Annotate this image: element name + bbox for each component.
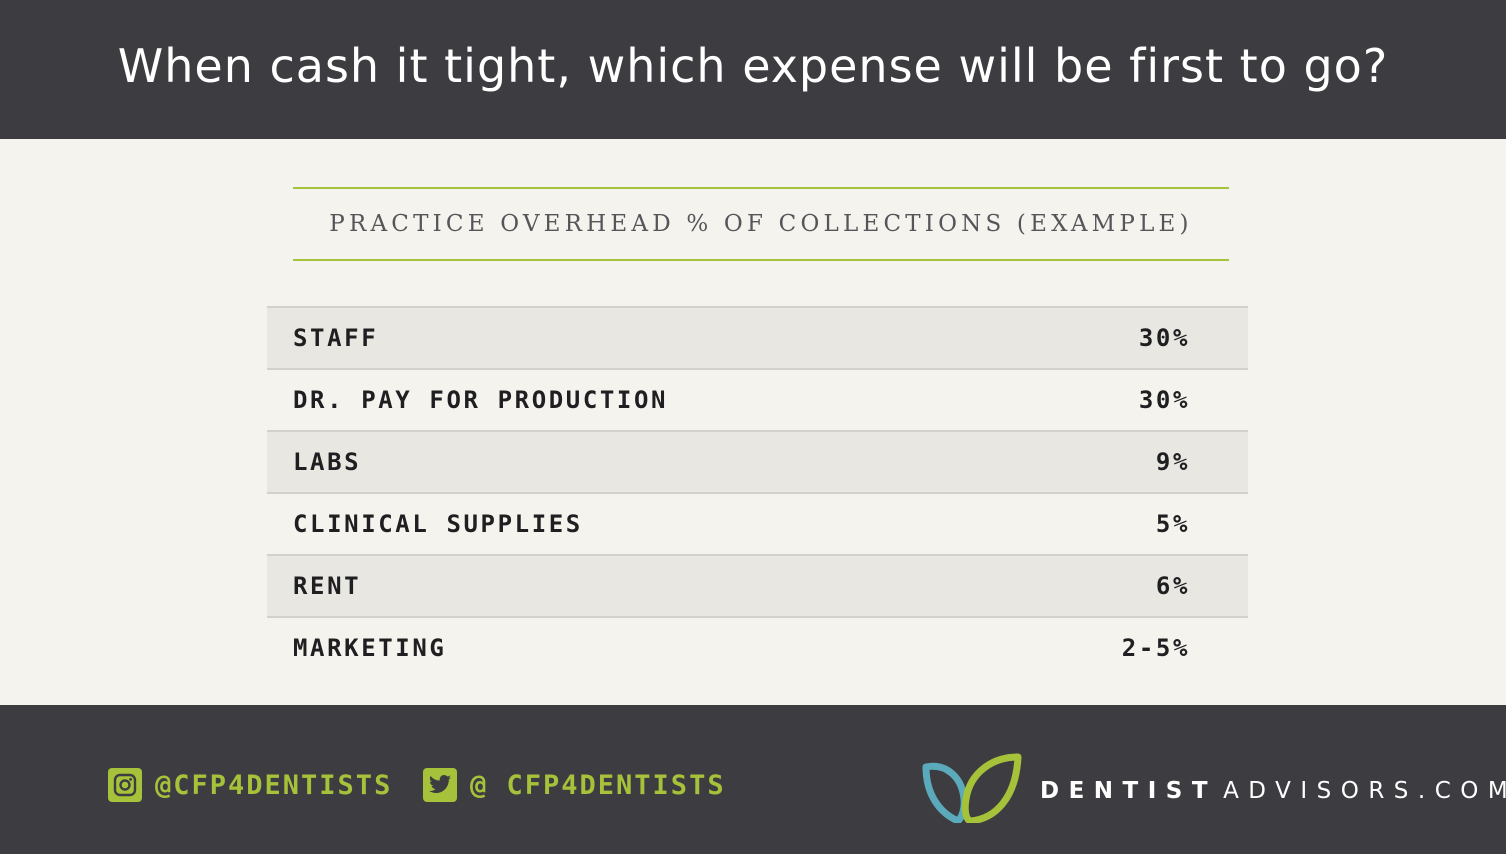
instagram-handle: @CFP4DENTISTS bbox=[155, 769, 393, 801]
header-bar: When cash it tight, which expense will b… bbox=[0, 0, 1506, 139]
row-value: 6% bbox=[1155, 572, 1190, 600]
table-row: DR. PAY FOR PRODUCTION 30% bbox=[267, 368, 1248, 430]
twitter-link[interactable]: @ CFP4DENTISTS bbox=[423, 768, 726, 802]
table-row: LABS 9% bbox=[267, 430, 1248, 492]
row-value: 2-5% bbox=[1121, 634, 1190, 662]
row-value: 9% bbox=[1155, 448, 1190, 476]
row-label: DR. PAY FOR PRODUCTION bbox=[293, 386, 669, 414]
overhead-table: STAFF 30% DR. PAY FOR PRODUCTION 30% LAB… bbox=[267, 306, 1248, 678]
brand-logo[interactable]: DENTIST ADVISORS.COM bbox=[918, 753, 1506, 828]
twitter-handle: @ CFP4DENTISTS bbox=[470, 769, 726, 801]
footer-bar: @CFP4DENTISTS @ CFP4DENTISTS DENTIST ADVI… bbox=[0, 705, 1506, 854]
row-value: 30% bbox=[1138, 324, 1190, 352]
table-row: RENT 6% bbox=[267, 554, 1248, 616]
instagram-icon bbox=[108, 768, 142, 802]
row-label: LABS bbox=[293, 448, 362, 476]
page-title: When cash it tight, which expense will b… bbox=[117, 38, 1389, 93]
row-label: STAFF bbox=[293, 324, 379, 352]
brand-name-strong: DENTIST bbox=[1040, 777, 1218, 804]
table-row: CLINICAL SUPPLIES 5% bbox=[267, 492, 1248, 554]
table-row: STAFF 30% bbox=[267, 306, 1248, 368]
row-label: MARKETING bbox=[293, 634, 447, 662]
instagram-link[interactable]: @CFP4DENTISTS bbox=[108, 768, 392, 802]
row-label: CLINICAL SUPPLIES bbox=[293, 510, 583, 538]
leaf-logo-icon bbox=[918, 753, 1024, 828]
table-row: MARKETING 2-5% bbox=[267, 616, 1248, 678]
brand-name: DENTIST ADVISORS.COM bbox=[1040, 778, 1506, 804]
brand-name-light: ADVISORS.COM bbox=[1223, 777, 1506, 804]
main-content: PRACTICE OVERHEAD % OF COLLECTIONS (EXAM… bbox=[0, 139, 1506, 705]
table-title: PRACTICE OVERHEAD % OF COLLECTIONS (EXAM… bbox=[329, 211, 1193, 237]
row-value: 5% bbox=[1155, 510, 1190, 538]
table-title-frame: PRACTICE OVERHEAD % OF COLLECTIONS (EXAM… bbox=[293, 187, 1229, 261]
twitter-icon bbox=[423, 768, 457, 802]
row-value: 30% bbox=[1138, 386, 1190, 414]
row-label: RENT bbox=[293, 572, 362, 600]
